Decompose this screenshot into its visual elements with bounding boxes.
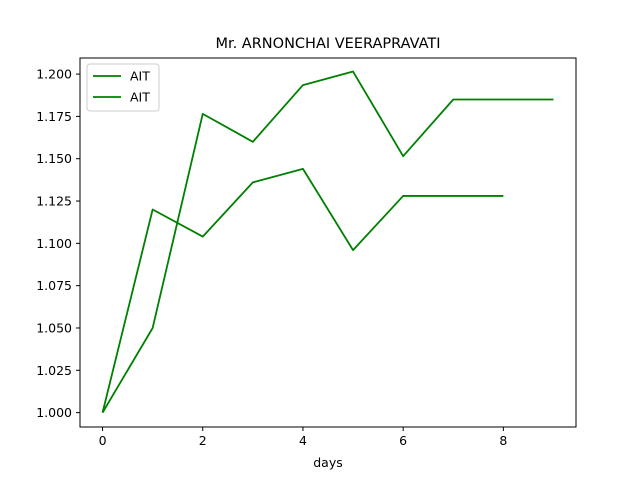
y-tick-label: 1.100: [36, 236, 72, 251]
x-tick-label: 8: [499, 433, 507, 448]
series-layer: [101, 70, 554, 414]
y-tick-label: 1.075: [36, 278, 72, 293]
legend-label: AIT: [130, 69, 150, 84]
y-tick-label: 1.000: [36, 405, 72, 420]
x-tick-label: 6: [399, 433, 407, 448]
x-tick-label: 4: [299, 433, 307, 448]
plot-frame: [79, 57, 577, 428]
x-axis: 0 2 4 6 8: [99, 427, 507, 448]
y-tick-label: 1.200: [36, 67, 72, 82]
x-tick-label: 2: [199, 433, 207, 448]
legend-label: AIT: [130, 90, 150, 105]
x-axis-label: days: [313, 455, 343, 470]
y-tick-label: 1.150: [36, 151, 72, 166]
y-tick-label: 1.125: [36, 194, 72, 209]
x-tick-label: 0: [99, 433, 107, 448]
y-tick-label: 1.025: [36, 363, 72, 378]
series-line-1: [101, 167, 504, 413]
chart-title: Mr. ARNONCHAI VEERAPRAVATI: [215, 36, 440, 52]
y-tick-label: 1.050: [36, 320, 72, 335]
legend: AIT AIT: [86, 63, 160, 112]
y-tick-label: 1.175: [36, 109, 72, 124]
series-line-2: [101, 70, 554, 414]
y-axis: 1.000 1.025 1.050 1.075 1.100 1.125 1.150 1.175…: [36, 67, 80, 420]
